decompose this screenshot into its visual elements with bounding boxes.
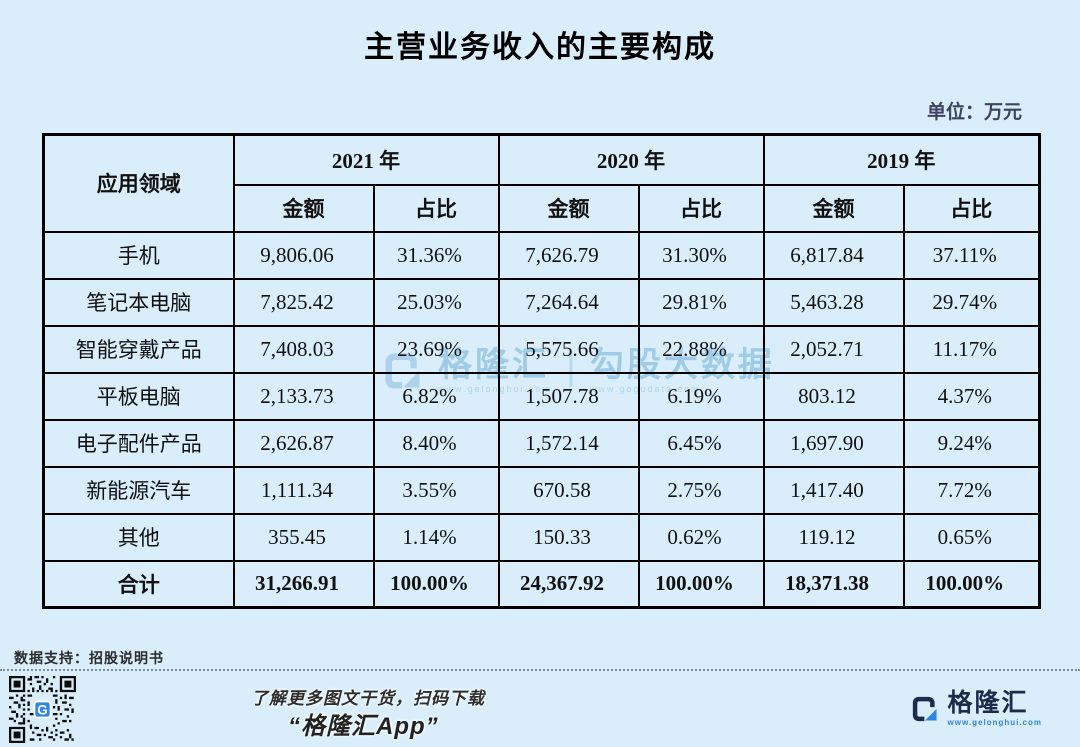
brand-name: 格隆汇	[947, 689, 1029, 717]
row-label: 其他	[42, 512, 235, 562]
row-label: 笔记本电脑	[42, 277, 235, 327]
ratio-cell: 0.62%	[637, 512, 765, 562]
amount-cell: 1,697.90	[762, 418, 905, 468]
amount-cell: 803.12	[762, 371, 905, 421]
ratio-header: 占比	[372, 183, 500, 233]
qr-caption: 了解更多图文干货，扫码下载	[251, 689, 485, 708]
ratio-cell: 23.69%	[372, 324, 500, 374]
qr-center-logo-icon	[33, 700, 52, 719]
amount-cell: 5,575.66	[497, 324, 640, 374]
amount-cell: 7,626.79	[497, 230, 640, 280]
row-label: 合计	[42, 559, 235, 609]
row-label: 平板电脑	[42, 371, 235, 421]
row-label: 新能源汽车	[42, 465, 235, 515]
table-row: 笔记本电脑 7,825.42 25.03% 7,264.64 29.81% 5,…	[42, 277, 1041, 327]
ratio-cell: 7.72%	[902, 465, 1041, 515]
amount-cell: 24,367.92	[497, 559, 640, 609]
row-label: 手机	[42, 230, 235, 280]
amount-cell: 1,507.78	[497, 371, 640, 421]
ratio-cell: 9.24%	[902, 418, 1041, 468]
amount-cell: 1,417.40	[762, 465, 905, 515]
amount-cell: 31,266.91	[232, 559, 375, 609]
unit-label: 单位：万元	[926, 102, 1022, 123]
table-row-total: 合计 31,266.91 100.00% 24,367.92 100.00% 1…	[42, 559, 1041, 609]
brand-text-block: 格隆汇 www.gelonghui.com	[948, 691, 1042, 727]
table-row: 其他 355.45 1.14% 150.33 0.62% 119.12 0.65…	[42, 512, 1041, 562]
amount-cell: 670.58	[497, 465, 640, 515]
ratio-cell: 1.14%	[372, 512, 500, 562]
brand-footer: 格隆汇 www.gelonghui.com	[909, 691, 1042, 727]
gelonghui-logo-icon	[912, 696, 937, 722]
ratio-cell: 6.82%	[372, 371, 500, 421]
amount-cell: 150.33	[497, 512, 640, 562]
ratio-cell: 0.65%	[902, 512, 1041, 562]
ratio-cell: 2.75%	[637, 465, 765, 515]
ratio-cell: 8.40%	[372, 418, 500, 468]
amount-header: 金额	[497, 183, 640, 233]
page-title: 主营业务收入的主要构成	[364, 31, 716, 64]
ratio-cell: 29.74%	[902, 277, 1041, 327]
ratio-cell: 100.00%	[372, 559, 500, 609]
amount-cell: 2,052.71	[762, 324, 905, 374]
dotted-divider	[0, 669, 1080, 671]
ratio-cell: 4.37%	[902, 371, 1041, 421]
amount-cell: 1,572.14	[497, 418, 640, 468]
table-row: 电子配件产品 2,626.87 8.40% 1,572.14 6.45% 1,6…	[42, 418, 1041, 468]
amount-cell: 5,463.28	[762, 277, 905, 327]
amount-cell: 119.12	[762, 512, 905, 562]
ratio-cell: 6.45%	[637, 418, 765, 468]
qr-code: G	[9, 676, 76, 743]
amount-cell: 2,626.87	[232, 418, 375, 468]
data-source-note: 数据支持：招股说明书	[14, 650, 164, 666]
amount-cell: 6,817.84	[762, 230, 905, 280]
corner-header: 应用领域	[42, 133, 235, 233]
year-header-2021: 2021 年	[232, 133, 500, 186]
ratio-cell: 22.88%	[637, 324, 765, 374]
app-name: “格隆汇App”	[288, 713, 439, 740]
ratio-header: 占比	[902, 183, 1041, 233]
ratio-cell: 100.00%	[902, 559, 1041, 609]
row-label: 智能穿戴产品	[42, 324, 235, 374]
ratio-cell: 37.11%	[902, 230, 1041, 280]
year-header-2019: 2019 年	[762, 133, 1041, 186]
year-header-2020: 2020 年	[497, 133, 765, 186]
amount-cell: 2,133.73	[232, 371, 375, 421]
ratio-cell: 6.19%	[637, 371, 765, 421]
svg-text:G: G	[37, 703, 47, 718]
amount-cell: 18,371.38	[762, 559, 905, 609]
row-label: 电子配件产品	[42, 418, 235, 468]
brand-url: www.gelonghui.com	[947, 718, 1042, 727]
amount-header: 金额	[762, 183, 905, 233]
ratio-cell: 100.00%	[637, 559, 765, 609]
ratio-cell: 29.81%	[637, 277, 765, 327]
amount-cell: 7,408.03	[232, 324, 375, 374]
table-row: 新能源汽车 1,111.34 3.55% 670.58 2.75% 1,417.…	[42, 465, 1041, 515]
ratio-cell: 11.17%	[902, 324, 1041, 374]
revenue-table: 应用领域 2021 年 2020 年 2019 年 金额 占比 金额 占比 金额…	[42, 133, 1041, 609]
amount-cell: 1,111.34	[232, 465, 375, 515]
ratio-cell: 3.55%	[372, 465, 500, 515]
ratio-cell: 31.30%	[637, 230, 765, 280]
ratio-cell: 31.36%	[372, 230, 500, 280]
ratio-header: 占比	[637, 183, 765, 233]
amount-cell: 9,806.06	[232, 230, 375, 280]
amount-cell: 7,825.42	[232, 277, 375, 327]
amount-cell: 7,264.64	[497, 277, 640, 327]
amount-cell: 355.45	[232, 512, 375, 562]
table-row: 手机 9,806.06 31.36% 7,626.79 31.30% 6,817…	[42, 230, 1041, 280]
ratio-cell: 25.03%	[372, 277, 500, 327]
amount-header: 金额	[232, 183, 375, 233]
table-row: 智能穿戴产品 7,408.03 23.69% 5,575.66 22.88% 2…	[42, 324, 1041, 374]
table-row: 平板电脑 2,133.73 6.82% 1,507.78 6.19% 803.1…	[42, 371, 1041, 421]
